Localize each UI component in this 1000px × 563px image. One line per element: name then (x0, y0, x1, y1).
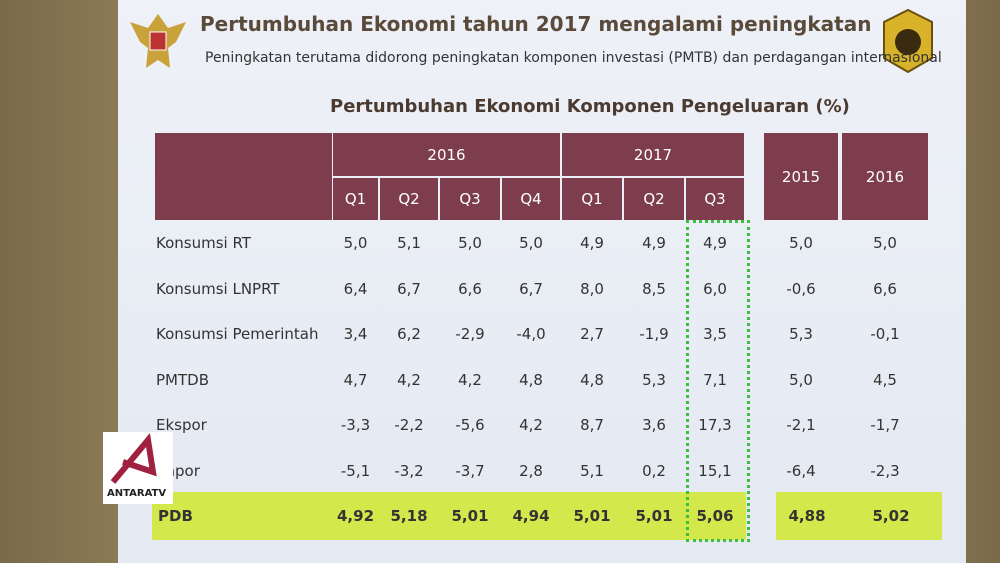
value-cell: 7,1 (703, 370, 727, 389)
value-cell: 5,0 (789, 370, 813, 389)
quarter-header: Q1 (562, 178, 622, 220)
value-cell: 2,8 (519, 461, 543, 480)
value-cell: -5,6 (455, 416, 485, 434)
quarter-header: Q2 (624, 178, 684, 220)
annual-header: 2015 (764, 133, 838, 220)
quarter-header: Q4 (502, 178, 560, 220)
value-cell: 15,1 (698, 461, 732, 480)
value-cell: 3,5 (703, 325, 727, 343)
value-cell: 6,7 (397, 279, 421, 298)
value-cell: 8,0 (580, 279, 604, 298)
value-cell: 4,9 (642, 234, 666, 252)
value-cell: 4,2 (519, 416, 543, 434)
watermark-logo: ANTARATV (103, 432, 173, 504)
value-cell: 6,0 (703, 279, 727, 298)
value-cell: 6,7 (519, 279, 543, 298)
value-cell: 5,3 (642, 370, 666, 389)
value-cell: -5,1 (340, 461, 371, 480)
quarter-header: Q3 (440, 178, 500, 220)
value-cell: -2,2 (394, 416, 424, 434)
value-cell: 3,6 (642, 416, 666, 434)
header-cell (155, 133, 332, 220)
row-label: Konsumsi Pemerintah (156, 325, 319, 343)
value-cell: 4,2 (458, 370, 482, 389)
total-cell: 5,01 (451, 507, 489, 525)
quarter-header: Q2 (380, 178, 438, 220)
value-cell: 6,2 (397, 325, 421, 343)
row-label: Konsumsi RT (156, 234, 251, 252)
value-cell: -3,2 (394, 461, 424, 480)
value-cell: 2,7 (580, 325, 604, 343)
value-cell: 4,8 (519, 370, 543, 389)
value-cell: 5,3 (789, 325, 813, 343)
slide (118, 0, 966, 563)
value-cell: -2,9 (455, 325, 485, 343)
value-cell: -3,3 (340, 416, 371, 434)
quarter-header: Q1 (333, 178, 378, 220)
total-label: PDB (158, 507, 193, 525)
total-row (152, 492, 746, 540)
year-group: 2017 (562, 133, 744, 176)
highlight-box (686, 220, 750, 542)
row-label: Ekspor (156, 416, 207, 434)
value-cell: 4,2 (397, 370, 421, 389)
value-cell: 6,6 (458, 279, 482, 298)
ministry-logo (883, 8, 933, 74)
row-label: Konsumsi LNPRT (156, 279, 280, 298)
total-cell: 4,94 (512, 507, 550, 525)
value-cell: 4,9 (580, 234, 604, 252)
quarter-header: Q3 (686, 178, 744, 220)
value-cell: 17,3 (698, 416, 732, 434)
value-cell: -4,0 (516, 325, 546, 343)
annual-header: 2016 (842, 133, 928, 220)
value-cell: 5,0 (519, 234, 543, 252)
value-cell: 5,0 (343, 234, 368, 252)
watermark-text: ANTARATV (107, 488, 167, 499)
value-cell: -2,3 (870, 461, 900, 480)
total-cell: 5,02 (872, 507, 910, 525)
total-cell: 5,01 (635, 507, 673, 525)
table-title: Pertumbuhan Ekonomi Komponen Pengeluaran… (330, 96, 850, 117)
value-cell: 0,2 (642, 461, 666, 480)
value-cell: 8,7 (580, 416, 604, 434)
value-cell: 8,5 (642, 279, 666, 298)
total-cell: 5,18 (390, 507, 428, 525)
total-cell: 4,88 (788, 507, 826, 525)
value-cell: -1,9 (639, 325, 669, 343)
value-cell: 6,6 (873, 279, 897, 298)
total-cell: 4,92 (336, 507, 375, 525)
value-cell: 4,5 (873, 370, 897, 389)
total-cell: 5,01 (573, 507, 611, 525)
row-label: PMTDB (156, 370, 209, 389)
subtitle: Peningkatan terutama didorong peningkata… (205, 50, 942, 66)
value-cell: -6,4 (786, 461, 816, 480)
total-row-annual (776, 492, 942, 540)
value-cell: -3,7 (455, 461, 485, 480)
value-cell: 5,1 (397, 234, 421, 252)
value-cell: 5,1 (580, 461, 604, 480)
value-cell: -0,1 (870, 325, 900, 343)
value-cell: 4,8 (580, 370, 604, 389)
value-cell: -2,1 (786, 416, 816, 434)
value-cell: 4,9 (703, 234, 727, 252)
value-cell: -0,6 (786, 279, 816, 298)
value-cell: 6,4 (343, 279, 368, 298)
title: Pertumbuhan Ekonomi tahun 2017 mengalami… (200, 12, 872, 36)
value-cell: -1,7 (870, 416, 900, 434)
value-cell: 5,0 (458, 234, 482, 252)
value-cell: 3,4 (343, 325, 368, 343)
garuda-emblem (130, 14, 186, 68)
total-cell: 5,06 (696, 507, 734, 525)
value-cell: 5,0 (789, 234, 813, 252)
watermark-icon (110, 432, 157, 484)
year-group: 2016 (333, 133, 560, 176)
value-cell: 5,0 (873, 234, 897, 252)
value-cell: 4,7 (343, 370, 368, 389)
